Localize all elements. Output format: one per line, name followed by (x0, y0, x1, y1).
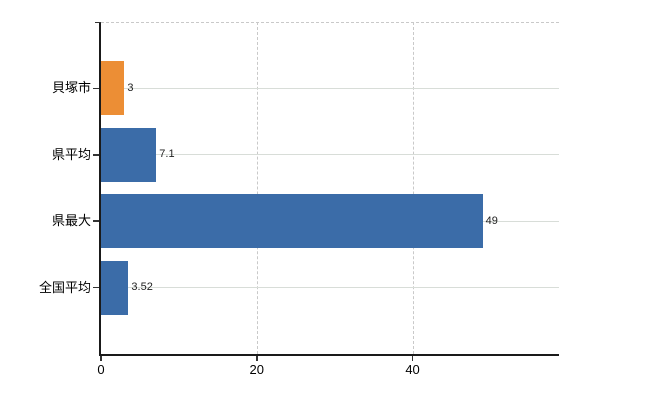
x-axis-tick-label: 40 (405, 362, 420, 377)
bar (101, 194, 483, 249)
y-axis-tick (93, 286, 101, 289)
y-axis-category-label: 全国平均 (38, 279, 91, 295)
bar-value-label: 3 (127, 81, 134, 94)
y-axis-category-label: 貝塚市 (51, 80, 91, 96)
y-axis-tick (93, 87, 101, 90)
y-axis-tick (93, 154, 101, 156)
y-gridline (101, 154, 559, 156)
bar-value-label: 7.1 (159, 148, 175, 161)
bar-value-label: 49 (485, 214, 498, 227)
y-gridline (101, 87, 559, 89)
x-axis-tick-label: 0 (97, 362, 105, 377)
x-axis-tick (100, 356, 102, 361)
x-axis-tick (411, 356, 414, 361)
plot-top-border (101, 22, 559, 23)
x-axis-tick-label: 20 (249, 362, 265, 377)
x-axis-line (99, 354, 559, 356)
bar (101, 61, 125, 116)
y-axis-category-label: 県平均 (51, 146, 91, 162)
bar-value-label: 3.52 (131, 281, 153, 294)
y-axis-tick (93, 220, 101, 222)
x-axis-tick (256, 356, 258, 361)
bar (101, 260, 129, 315)
y-gridline (101, 287, 559, 289)
y-axis-category-label: 県最大 (51, 213, 91, 229)
y-axis-line (99, 22, 101, 356)
y-axis-end-tick (95, 21, 101, 23)
x-gridline (256, 22, 258, 354)
bar (101, 127, 157, 182)
x-gridline (412, 22, 414, 354)
